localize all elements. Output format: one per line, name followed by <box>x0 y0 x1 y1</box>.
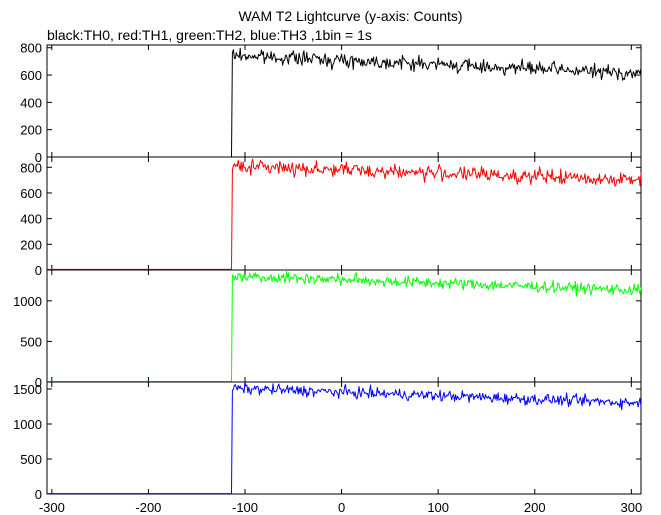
panel-frame-th3 <box>46 381 642 495</box>
y-tick-label-th3: 500 <box>20 452 42 467</box>
x-tick-label: 0 <box>338 500 345 515</box>
x-tick-label: -200 <box>135 500 161 515</box>
y-tick-label-th2: 500 <box>20 334 42 349</box>
y-tick-label-th3: 1000 <box>13 417 42 432</box>
y-tick-label-th0: 200 <box>20 123 42 138</box>
y-tick-label-th3: 1500 <box>13 382 42 397</box>
x-tick-label: 100 <box>427 500 449 515</box>
y-tick-label-th2: 1000 <box>13 294 42 309</box>
y-tick-label-th1: 600 <box>20 186 42 201</box>
x-tick-label: 300 <box>620 500 642 515</box>
series-line-th1 <box>47 158 642 270</box>
series-line-th2 <box>47 270 642 383</box>
y-tick-label-th1: 800 <box>20 160 42 175</box>
x-tick-label: 200 <box>524 500 546 515</box>
y-tick-label-th2: 0 <box>35 375 42 390</box>
y-tick-label-th0: 400 <box>20 95 42 110</box>
y-tick-label-th0: 800 <box>20 41 42 56</box>
y-tick-label-th3: 0 <box>35 487 42 502</box>
chart-title: WAM T2 Lightcurve (y-axis: Counts) <box>238 8 463 24</box>
chart-subtitle: black:TH0, red:TH1, green:TH2, blue:TH3 … <box>47 27 372 43</box>
y-tick-label-th0: 0 <box>35 150 42 165</box>
x-tick-label: -300 <box>39 500 65 515</box>
y-tick-label-th0: 600 <box>20 68 42 83</box>
series-line-th3 <box>47 381 642 495</box>
series-line-th0 <box>47 47 642 158</box>
y-tick-label-th1: 200 <box>20 237 42 252</box>
x-tick-label: -100 <box>232 500 258 515</box>
y-tick-label-th1: 0 <box>35 263 42 278</box>
y-tick-label-th1: 400 <box>20 212 42 227</box>
